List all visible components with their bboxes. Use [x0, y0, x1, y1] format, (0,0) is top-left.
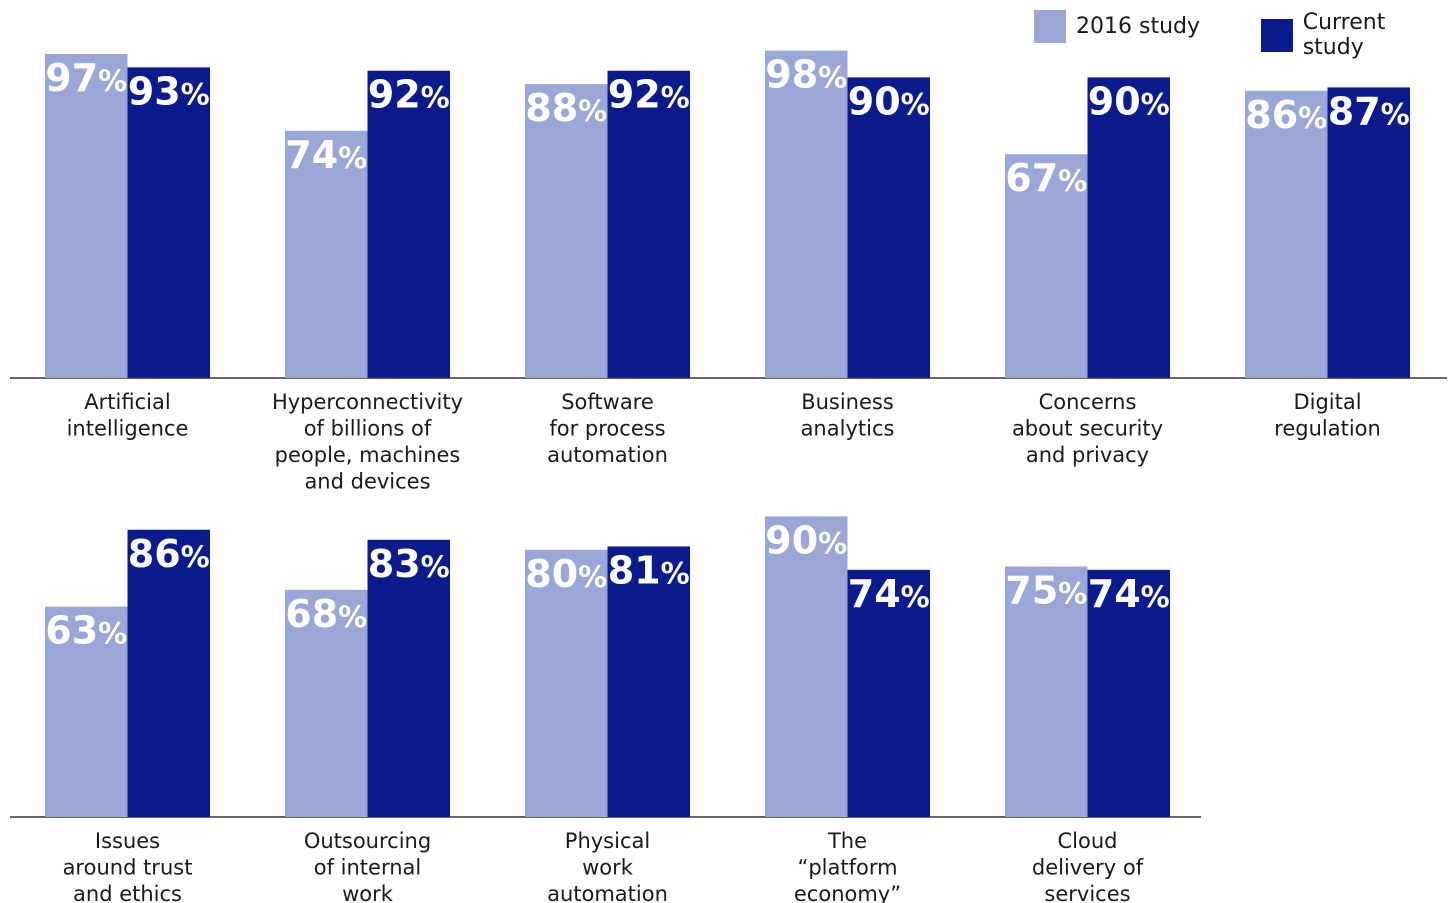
value-label-2016-g1-c5: 67%: [1005, 156, 1087, 200]
bar-2016-g1-c1: [45, 54, 128, 379]
bar-2016-g1-c5: [1005, 154, 1088, 378]
category-label-g2-c3: Physical work automation: [547, 829, 668, 903]
bar-2016-g1-c2: [285, 130, 368, 378]
value-label-current-g2-c4: 74%: [848, 572, 930, 616]
value-label-2016-g2-c5: 75%: [1005, 569, 1087, 613]
value-label-2016-g1-c3: 88%: [525, 86, 607, 130]
category-label-g1-c3: Software for process automation: [547, 390, 668, 467]
value-label-current-g1-c3: 92%: [608, 73, 690, 117]
value-label-2016-g1-c4: 98%: [765, 53, 847, 97]
value-label-current-g2-c2: 83%: [368, 542, 450, 586]
bar-2016-g2-c1: [45, 606, 128, 817]
value-label-2016-g2-c3: 80%: [525, 552, 607, 596]
legend-swatch-current: [1261, 18, 1293, 52]
bar-2016-g1-c4: [765, 50, 848, 379]
bar-current-g1-c2: [367, 70, 450, 378]
category-label-g1-c5: Concerns about security and privacy: [1012, 390, 1163, 467]
value-label-current-g1-c5: 90%: [1088, 79, 1170, 123]
value-label-current-g1-c4: 90%: [848, 79, 930, 123]
category-label-g2-c5: Cloud delivery of services: [1032, 829, 1144, 903]
bar-current-g1-c1: [127, 67, 210, 378]
bar-current-g2-c4: [847, 569, 930, 817]
bar-current-g1-c4: [847, 77, 930, 379]
bar-current-g2-c3: [607, 546, 690, 817]
value-label-2016-g2-c4: 90%: [765, 518, 847, 562]
value-label-current-g1-c1: 93%: [128, 69, 210, 113]
legend-swatch-2016: [1034, 10, 1066, 43]
value-label-2016-g2-c1: 63%: [45, 609, 127, 653]
bar-2016-g2-c5: [1005, 566, 1088, 817]
bar-2016-g2-c4: [765, 516, 848, 817]
category-label-g2-c1: Issues around trust and ethics: [63, 829, 193, 903]
value-label-2016-g2-c2: 68%: [285, 592, 367, 636]
legend-item-current: Current study: [1261, 10, 1452, 60]
category-label-g2-c2: Outsourcing of internal work: [304, 829, 431, 903]
legend-label-current: Current study: [1302, 10, 1386, 60]
bar-current-g2-c5: [1087, 569, 1170, 817]
value-label-current-g2-c3: 81%: [608, 548, 690, 592]
value-label-current-g2-c1: 86%: [128, 532, 210, 576]
value-label-2016-g1-c2: 74%: [285, 133, 367, 177]
value-label-2016-g1-c1: 97%: [45, 56, 127, 100]
bar-current-g2-c1: [127, 529, 210, 817]
category-label-g1-c1: Artificial intelligence: [67, 390, 189, 441]
value-label-current-g1-c6: 87%: [1328, 89, 1410, 133]
category-label-g1-c6: Digital regulation: [1274, 390, 1381, 441]
bar-current-g1-c3: [607, 70, 690, 378]
category-label-g1-c2: Hyperconnectivity of billions of people, m…: [272, 390, 463, 494]
bar-current-g1-c6: [1327, 87, 1410, 379]
bar-current-g1-c5: [1087, 77, 1170, 379]
bar-2016-g1-c3: [525, 84, 608, 378]
bar-2016-g2-c3: [525, 549, 608, 817]
bar-current-g2-c2: [367, 539, 450, 817]
value-label-2016-g1-c6: 86%: [1245, 93, 1327, 137]
bar-2016-g1-c6: [1245, 90, 1328, 378]
legend-item-2016: 2016 study: [1034, 10, 1200, 43]
legend-label-2016: 2016 study: [1076, 14, 1200, 39]
category-label-g1-c4: Business analytics: [801, 390, 895, 441]
value-label-current-g2-c5: 74%: [1088, 572, 1170, 616]
category-label-g2-c4: The “platform economy”: [794, 829, 901, 903]
value-label-current-g1-c2: 92%: [368, 73, 450, 117]
bar-2016-g2-c2: [285, 589, 368, 817]
